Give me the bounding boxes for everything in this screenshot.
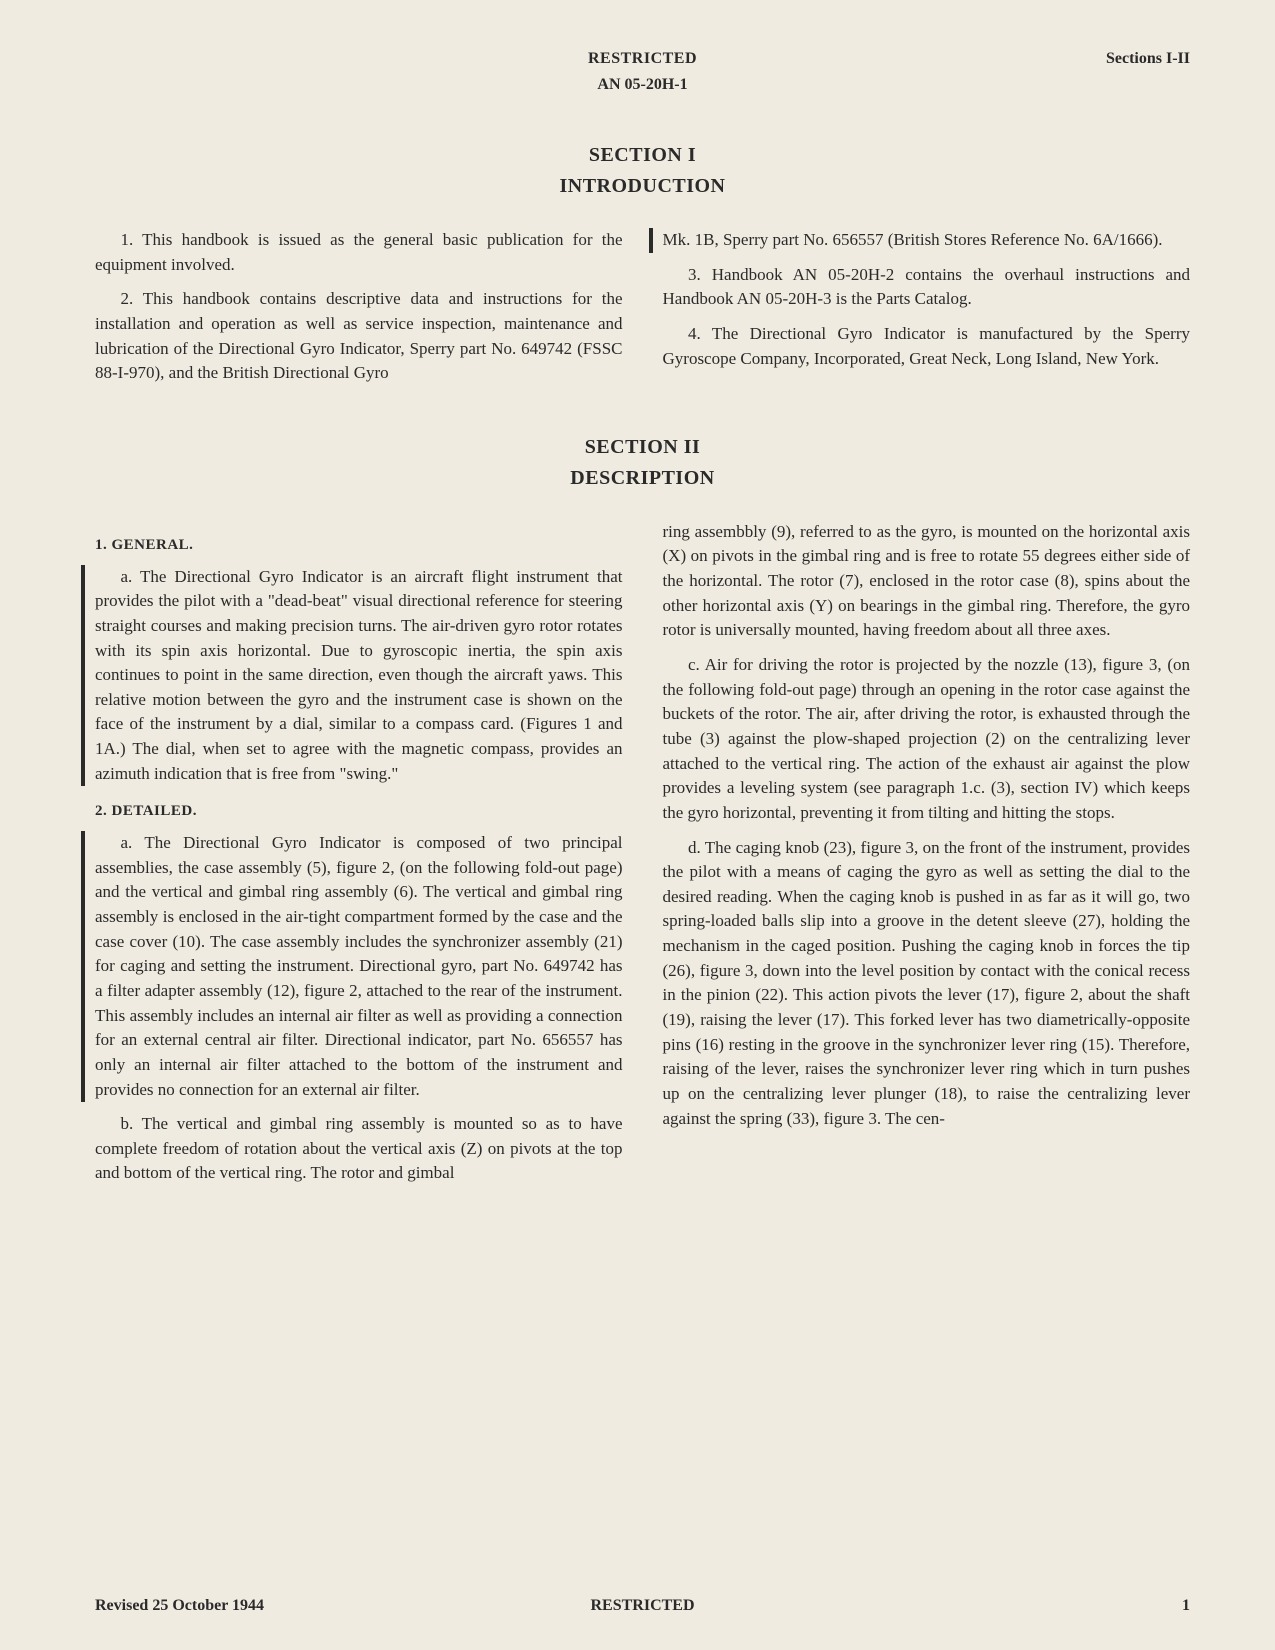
detailed-c: c. Air for driving the rotor is projecte… (663, 653, 1191, 825)
detailed-b-cont: ring assembbly (9), referred to as the g… (663, 520, 1191, 643)
general-heading: 1. GENERAL. (95, 535, 623, 557)
page-number: 1 (1182, 1597, 1190, 1615)
document-number: AN 05-20H-1 (95, 76, 1190, 94)
page-footer: Revised 25 October 1944 RESTRICTED 1 (95, 1597, 1190, 1615)
section1-body: 1. This handbook is issued as the genera… (95, 228, 1190, 396)
section2-body: 1. GENERAL. a. The Directional Gyro Indi… (95, 520, 1190, 1196)
section1-subtitle: INTRODUCTION (95, 175, 1190, 198)
section-1: SECTION I INTRODUCTION 1. This handbook … (95, 144, 1190, 396)
section2-title: SECTION II (95, 436, 1190, 459)
detailed-d: d. The caging knob (23), figure 3, on th… (663, 836, 1191, 1132)
s1-para4: 4. The Directional Gyro Indicator is man… (663, 322, 1191, 371)
detailed-b: b. The vertical and gimbal ring assembly… (95, 1112, 623, 1186)
s1-para2: 2. This handbook contains descriptive da… (95, 287, 623, 386)
section2-subtitle: DESCRIPTION (95, 467, 1190, 490)
detailed-heading: 2. DETAILED. (95, 801, 623, 823)
page-header: RESTRICTED Sections I-II AN 05-20H-1 (95, 50, 1190, 94)
s1-para1: 1. This handbook is issued as the genera… (95, 228, 623, 277)
sections-label: Sections I-II (1106, 50, 1190, 68)
classification-top: RESTRICTED (95, 50, 1190, 68)
detailed-a: a. The Directional Gyro Indicator is com… (81, 831, 623, 1102)
classification-bottom: RESTRICTED (590, 1597, 694, 1615)
section-2: SECTION II DESCRIPTION 1. GENERAL. a. Th… (95, 436, 1190, 1196)
s1-para2-cont: Mk. 1B, Sperry part No. 656557 (British … (649, 228, 1191, 253)
section1-title: SECTION I (95, 144, 1190, 167)
revised-date: Revised 25 October 1944 (95, 1597, 264, 1615)
s1-para3: 3. Handbook AN 05-20H-2 contains the ove… (663, 263, 1191, 312)
general-a: a. The Directional Gyro Indicator is an … (81, 565, 623, 787)
